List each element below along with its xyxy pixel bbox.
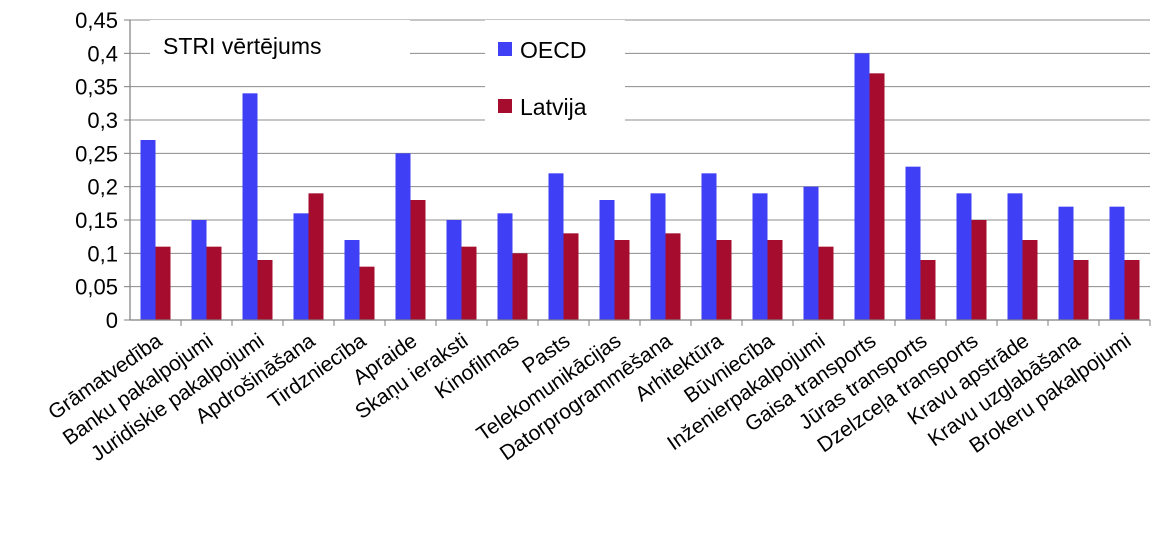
bar-oecd-3 [293,213,309,320]
bar-latvija-18 [1073,260,1089,320]
bar-oecd-4 [344,240,360,320]
chart-title: STRI vērtējums [163,33,321,59]
legend-swatch-latvija [498,99,512,113]
bar-latvija-5 [410,200,426,320]
legend-box [485,20,625,150]
bar-oecd-13 [803,186,819,320]
bar-latvija-7 [512,253,528,320]
bar-latvija-3 [308,193,324,320]
bar-oecd-11 [701,173,717,320]
bar-oecd-0 [140,140,156,320]
y-tick-label: 0,4 [87,41,118,66]
bar-latvija-13 [818,246,834,320]
y-tick-label: 0,3 [87,108,118,133]
bar-oecd-19 [1109,206,1125,320]
y-tick-label: 0,35 [75,75,118,100]
bar-latvija-9 [614,240,630,320]
y-tick-label: 0 [106,308,118,333]
bar-oecd-16 [956,193,972,320]
bar-latvija-15 [920,260,936,320]
bar-oecd-12 [752,193,768,320]
legend-label-oecd: OECD [520,37,586,63]
bar-latvija-1 [206,246,222,320]
bar-latvija-6 [461,246,477,320]
bar-oecd-15 [905,166,921,320]
bar-latvija-10 [665,233,681,320]
bar-latvija-16 [971,220,987,320]
bar-oecd-8 [548,173,564,320]
y-tick-label: 0,05 [75,275,118,300]
bars [140,53,1140,320]
bar-latvija-8 [563,233,579,320]
bar-latvija-4 [359,266,375,320]
legend-swatch-oecd [498,42,512,56]
bar-oecd-2 [242,93,258,320]
bar-oecd-1 [191,220,207,320]
bar-oecd-5 [395,153,411,320]
y-tick-labels: 0 0,05 0,1 0,15 0,2 0,25 0,3 0,35 0,4 0,45 [75,8,118,333]
bar-latvija-0 [155,246,171,320]
bar-oecd-10 [650,193,666,320]
bar-oecd-9 [599,200,615,320]
y-tick-label: 0,25 [75,141,118,166]
y-tick-label: 0,15 [75,208,118,233]
bar-oecd-7 [497,213,513,320]
legend: OECD Latvija [485,20,625,150]
y-tick-label: 0,1 [87,241,118,266]
bar-latvija-17 [1022,240,1038,320]
axes [124,19,1151,326]
bar-latvija-12 [767,240,783,320]
bar-latvija-14 [869,73,885,320]
legend-label-latvija: Latvija [520,94,587,120]
bar-oecd-18 [1058,206,1074,320]
bar-oecd-6 [446,220,462,320]
bar-oecd-17 [1007,193,1023,320]
bar-latvija-2 [257,260,273,320]
y-tick-label: 0,45 [75,8,118,33]
bar-oecd-14 [854,53,870,320]
bar-latvija-19 [1124,260,1140,320]
title-box [150,20,410,68]
bar-latvija-11 [716,240,732,320]
y-tick-label: 0,2 [87,175,118,200]
